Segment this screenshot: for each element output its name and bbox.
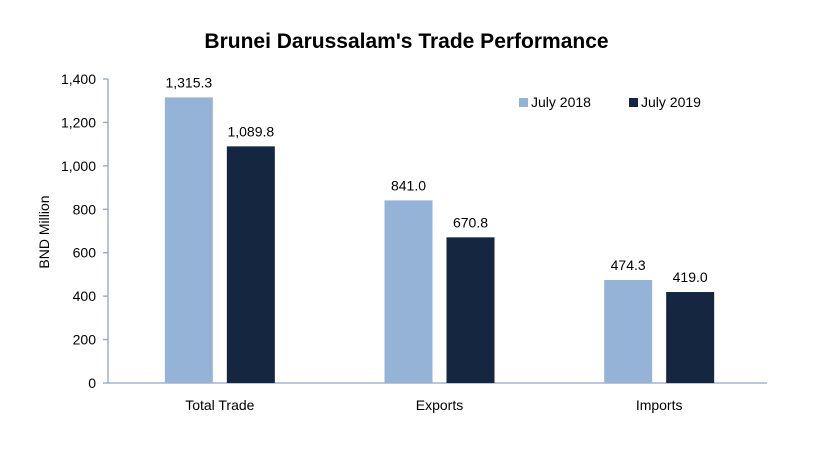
axes: 0 200 400 600 800 1,000 1,200 1,400 Total Trade E… bbox=[61, 71, 767, 413]
legend-swatch bbox=[629, 98, 638, 107]
x-category-label: Imports bbox=[636, 397, 683, 413]
y-tick-label: 800 bbox=[73, 201, 97, 217]
bar-imports-2 bbox=[666, 292, 715, 383]
legend-swatch bbox=[519, 98, 528, 107]
data-label: 841.0 bbox=[391, 177, 426, 193]
bar-imports-1 bbox=[604, 280, 653, 383]
bar-total-trade-1 bbox=[164, 97, 213, 383]
bars: 1,315.3 1,089.8 841.0 670.8 474.3 419.0 bbox=[164, 74, 715, 383]
chart-title: Brunei Darussalam's Trade Performance bbox=[204, 30, 609, 53]
bar-total-trade-2 bbox=[226, 146, 275, 383]
legend-label: July 2019 bbox=[641, 94, 701, 110]
data-label: 419.0 bbox=[673, 269, 708, 285]
y-tick-label: 400 bbox=[73, 288, 97, 304]
legend: July 2018 July 2019 bbox=[519, 94, 701, 110]
x-category-label: Total Trade bbox=[185, 397, 254, 413]
y-tick-label: 200 bbox=[73, 332, 97, 348]
y-tick-label: 1,200 bbox=[61, 114, 96, 130]
data-label: 1,315.3 bbox=[165, 74, 212, 90]
legend-label: July 2018 bbox=[531, 94, 591, 110]
bar-exports-2 bbox=[446, 237, 495, 383]
x-category-label: Exports bbox=[416, 397, 463, 413]
y-tick-label: 600 bbox=[73, 245, 97, 261]
bar-exports-1 bbox=[384, 200, 433, 383]
data-label: 670.8 bbox=[453, 214, 488, 230]
y-tick-label: 1,400 bbox=[61, 71, 96, 87]
y-tick-label: 0 bbox=[88, 375, 96, 391]
data-label: 474.3 bbox=[611, 257, 646, 273]
y-tick-label: 1,000 bbox=[61, 158, 96, 174]
data-label: 1,089.8 bbox=[227, 123, 274, 139]
